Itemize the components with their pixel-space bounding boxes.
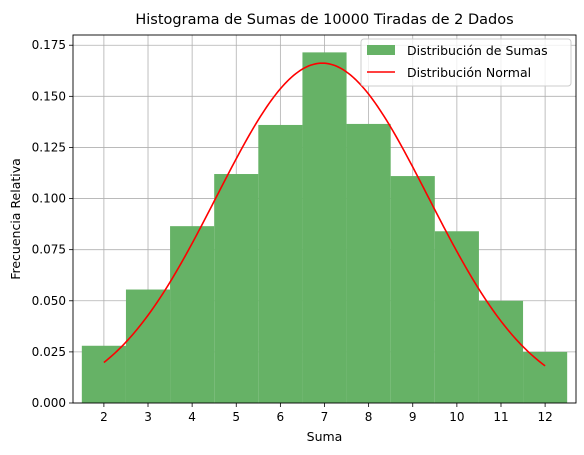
x-tick-label: 11 xyxy=(493,410,508,424)
histogram-bar xyxy=(523,351,568,403)
histogram-bar xyxy=(302,52,347,403)
histogram-bars xyxy=(81,52,568,403)
x-tick-label: 7 xyxy=(321,410,329,424)
histogram-bar xyxy=(81,345,126,403)
x-tick-label: 5 xyxy=(232,410,240,424)
y-tick-label: 0.175 xyxy=(32,38,66,52)
x-tick-label: 8 xyxy=(365,410,373,424)
legend-label-bars: Distribución de Sumas xyxy=(407,43,548,58)
x-tick-label: 3 xyxy=(144,410,152,424)
legend-box xyxy=(360,38,572,87)
chart-title: Histograma de Sumas de 10000 Tiradas de … xyxy=(135,12,513,28)
legend-label-normal: Distribución Normal xyxy=(407,65,531,80)
legend-bar-swatch xyxy=(367,45,395,55)
x-tick-label: 4 xyxy=(188,410,196,424)
x-axis-ticks: 2 3 4 5 6 7 8 9 10 11 12 xyxy=(100,403,553,424)
y-tick-label: 0.150 xyxy=(32,89,66,103)
y-tick-label: 0.000 xyxy=(32,396,66,410)
histogram-bar xyxy=(346,123,391,403)
y-tick-label: 0.100 xyxy=(32,192,66,206)
legend: Distribución de Sumas Distribución Norma… xyxy=(360,38,572,87)
x-tick-label: 9 xyxy=(409,410,417,424)
y-tick-label: 0.025 xyxy=(32,345,66,359)
y-axis-ticks: 0.000 0.025 0.050 0.075 0.100 0.125 0.150 0.175 xyxy=(32,38,73,410)
y-axis-label: Frecuencia Relativa xyxy=(8,158,23,280)
histogram-bar xyxy=(170,226,215,403)
histogram-bar xyxy=(258,124,303,403)
y-tick-label: 0.125 xyxy=(32,140,66,154)
y-tick-label: 0.075 xyxy=(32,243,66,257)
histogram-bar xyxy=(478,300,524,403)
x-tick-label: 2 xyxy=(100,410,108,424)
x-tick-label: 10 xyxy=(449,410,464,424)
y-tick-label: 0.050 xyxy=(32,294,66,308)
histogram-bar xyxy=(434,231,479,403)
histogram-bar xyxy=(125,289,171,403)
x-tick-label: 6 xyxy=(277,410,285,424)
histogram-bar xyxy=(214,174,259,403)
normal-curve-line xyxy=(103,62,546,367)
histogram-bar xyxy=(390,176,435,403)
x-axis-label: Suma xyxy=(307,429,343,444)
x-tick-label: 12 xyxy=(537,410,552,424)
